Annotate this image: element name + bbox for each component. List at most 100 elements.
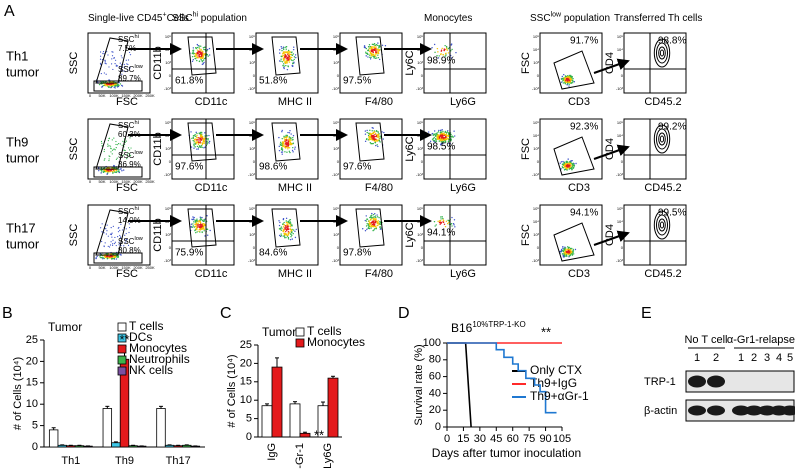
event-dot — [291, 238, 293, 240]
event-dot — [447, 222, 449, 225]
event-dot — [292, 151, 294, 153]
event-dot — [374, 47, 376, 49]
event-dot — [203, 147, 205, 149]
bar — [271, 366, 283, 438]
event-dot — [294, 236, 297, 239]
event-dot — [572, 80, 574, 82]
event-dot — [568, 168, 570, 170]
x-axis-label: CD45.2 — [644, 268, 681, 280]
event-dot — [116, 255, 119, 257]
event-dot — [570, 253, 572, 255]
event-dot — [119, 237, 122, 239]
y-tick-label: 0 — [253, 73, 256, 78]
event-dot — [109, 84, 111, 87]
flow-plot — [623, 204, 687, 266]
event-dot — [294, 230, 296, 232]
y-tick-label: -10³ — [616, 86, 624, 91]
event-dot — [563, 165, 566, 168]
event-dot — [278, 49, 281, 51]
event-dot — [437, 57, 440, 59]
event-dot — [292, 62, 294, 65]
event-dot — [567, 247, 570, 249]
event-dot — [282, 46, 285, 48]
event-dot — [367, 45, 370, 48]
event-dot — [561, 78, 563, 80]
event-dot — [107, 245, 109, 247]
event-dot — [372, 213, 375, 216]
plot-frame — [255, 118, 319, 180]
event-dot — [125, 140, 128, 142]
y-axis-label: # of Cells (10⁴) — [12, 357, 24, 430]
event-dot — [118, 81, 120, 84]
event-dot — [118, 169, 120, 171]
column-header: SSClow population — [530, 11, 610, 23]
contour — [658, 132, 666, 146]
event-dot — [368, 136, 370, 138]
event-dot — [569, 79, 572, 81]
event-dot — [566, 253, 569, 255]
y-axis-label: CD4 — [604, 224, 616, 246]
event-dot — [568, 164, 570, 167]
event-dot — [281, 49, 283, 52]
event-dot — [201, 227, 203, 229]
x-tick-label: 45 — [490, 433, 502, 445]
event-dot — [571, 247, 573, 250]
bar — [299, 432, 311, 438]
text-part: SSC — [118, 237, 135, 246]
event-dot — [445, 132, 448, 134]
y-tick-label: 0 — [169, 159, 172, 164]
event-dot — [107, 145, 109, 147]
event-dot — [365, 225, 368, 227]
text-part: SSC — [118, 207, 135, 216]
x-axis-label: Ly6G — [450, 268, 476, 280]
event-dot — [281, 129, 283, 132]
x-tick-label: 50K — [98, 179, 105, 184]
text-part: Cells — [167, 13, 189, 24]
y-tick-label: 20 — [26, 355, 38, 367]
event-dot — [285, 45, 288, 48]
event-dot — [568, 85, 570, 87]
event-dot — [106, 258, 109, 260]
gate — [271, 122, 301, 162]
event-dot — [434, 51, 436, 54]
y-tick-label: -10³ — [248, 86, 256, 91]
lane-label: 4 — [776, 352, 782, 364]
event-dot — [101, 231, 103, 233]
event-dot — [114, 63, 116, 65]
event-dot — [197, 139, 200, 141]
event-dot — [562, 79, 565, 81]
event-dot — [107, 143, 109, 145]
event-dot — [433, 220, 436, 223]
event-dot — [196, 148, 198, 150]
event-dot — [292, 232, 294, 235]
event-dot — [381, 44, 384, 47]
event-dot — [288, 51, 290, 54]
event-dot — [447, 140, 450, 143]
gate — [271, 36, 301, 76]
event-dot — [368, 54, 371, 56]
x-tick-label: 200K — [133, 265, 143, 270]
event-dot — [112, 68, 114, 71]
gate-label: SSChi — [118, 35, 139, 44]
event-dot — [207, 138, 209, 140]
column-header: Transferred Th cells — [614, 13, 702, 24]
event-dot — [124, 234, 126, 236]
gate — [95, 123, 129, 170]
event-dot — [114, 87, 116, 89]
y-tick-label: 10⁵ — [533, 120, 539, 125]
event-dot — [432, 134, 434, 137]
event-dot — [117, 227, 119, 229]
event-dot — [199, 141, 201, 143]
y-tick-label: -10³ — [332, 172, 340, 177]
event-dot — [566, 251, 568, 253]
event-dot — [369, 129, 371, 132]
event-dot — [561, 75, 563, 78]
event-dot — [453, 224, 455, 226]
event-dot — [289, 225, 291, 227]
event-dot — [370, 216, 372, 219]
event-dot — [198, 145, 201, 147]
event-dot — [286, 134, 288, 137]
event-dot — [105, 63, 107, 65]
gate — [355, 208, 385, 248]
